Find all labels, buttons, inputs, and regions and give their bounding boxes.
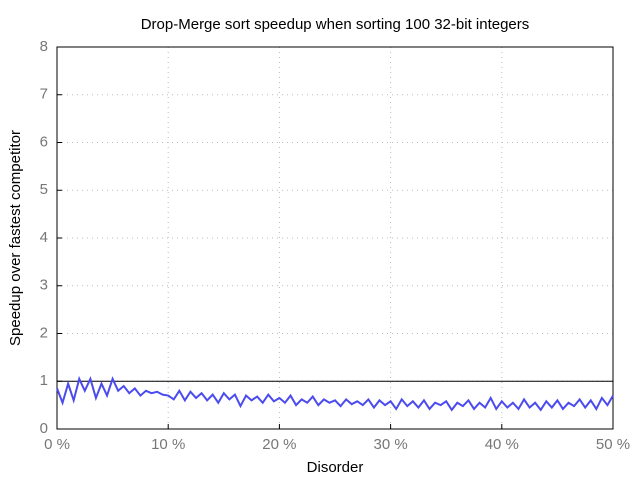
x-tick-label: 20 % [262,436,296,453]
x-tick-label: 30 % [373,436,407,453]
y-tick-label: 8 [40,38,48,55]
x-tick-label: 50 % [596,436,630,453]
y-tick-label: 0 [40,420,48,437]
x-axis-label: Disorder [307,459,364,476]
chart-title: Drop-Merge sort speedup when sorting 100… [141,16,530,33]
y-tick-label: 6 [40,133,48,150]
y-axis-label: Speedup over fastest competitor [7,130,24,346]
x-tick-label: 40 % [485,436,519,453]
y-tick-label: 1 [40,372,48,389]
x-tick-label: 0 % [44,436,70,453]
y-tick-label: 7 [40,86,48,103]
plot-frame [56,46,614,430]
y-tick-label: 4 [40,229,48,246]
data-line [56,375,614,412]
y-tick-label: 2 [40,324,48,341]
y-tick-label: 5 [40,181,48,198]
y-tick-label: 3 [40,277,48,294]
x-tick-label: 10 % [151,436,185,453]
